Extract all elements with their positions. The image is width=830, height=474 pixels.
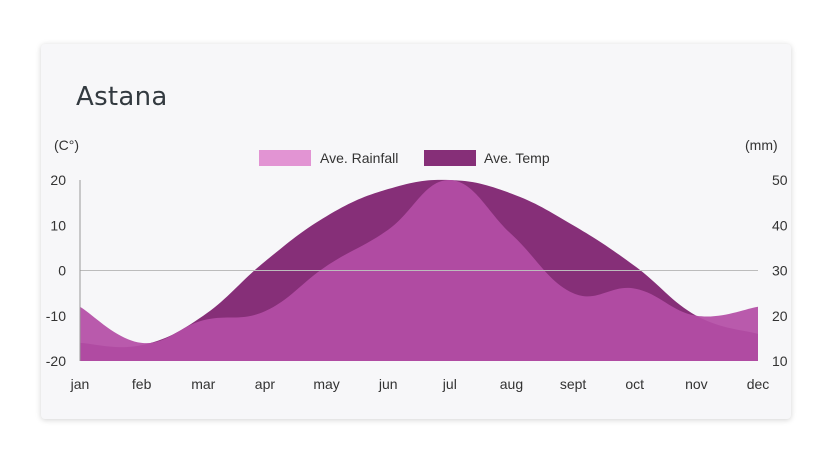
left-axis-label: (C°) bbox=[54, 137, 79, 153]
x-tick-label: sept bbox=[560, 376, 587, 392]
x-tick-label: jul bbox=[442, 376, 457, 392]
left-tick-label: 10 bbox=[50, 217, 66, 233]
right-tick-label: 30 bbox=[772, 263, 788, 279]
legend-swatch-rainfall bbox=[259, 150, 311, 166]
left-tick-label: 0 bbox=[58, 263, 66, 279]
right-tick-label: 20 bbox=[772, 308, 788, 324]
left-tick-label: -20 bbox=[46, 353, 66, 369]
x-tick-label: oct bbox=[625, 376, 644, 392]
x-tick-label: nov bbox=[685, 376, 708, 392]
chart-title: Astana bbox=[76, 82, 168, 112]
x-tick-label: jun bbox=[378, 376, 398, 392]
legend-swatch-temp bbox=[424, 150, 476, 166]
legend-label-temp: Ave. Temp bbox=[484, 150, 550, 166]
right-tick-label: 50 bbox=[772, 172, 788, 188]
legend-label-rainfall: Ave. Rainfall bbox=[320, 150, 398, 166]
right-tick-label: 10 bbox=[772, 353, 788, 369]
left-tick-label: -10 bbox=[46, 308, 66, 324]
right-axis-label: (mm) bbox=[745, 137, 778, 153]
right-tick-label: 40 bbox=[772, 217, 788, 233]
x-tick-label: dec bbox=[747, 376, 770, 392]
legend: Ave. Rainfall Ave. Temp bbox=[259, 150, 550, 166]
x-tick-label: may bbox=[313, 376, 339, 392]
x-tick-label: aug bbox=[500, 376, 523, 392]
x-tick-label: feb bbox=[132, 376, 152, 392]
left-tick-label: 20 bbox=[50, 172, 66, 188]
x-tick-label: apr bbox=[255, 376, 276, 392]
x-tick-label: mar bbox=[191, 376, 215, 392]
x-tick-label: jan bbox=[70, 376, 90, 392]
